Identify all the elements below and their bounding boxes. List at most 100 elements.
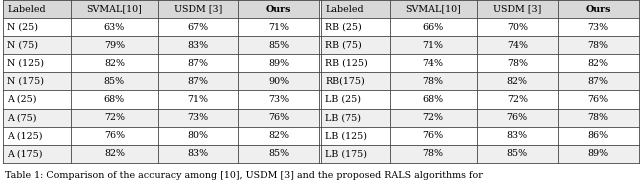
Bar [558, 127, 639, 145]
Bar [71, 127, 158, 145]
Text: LB (125): LB (125) [325, 131, 367, 140]
Bar [158, 91, 238, 109]
Bar [558, 91, 639, 109]
Bar [321, 127, 390, 145]
Bar [477, 72, 558, 91]
Bar [558, 0, 639, 18]
Text: N (75): N (75) [7, 41, 38, 50]
Bar [321, 18, 390, 36]
Text: 85%: 85% [268, 41, 289, 50]
Text: 85%: 85% [268, 149, 289, 158]
Text: 72%: 72% [507, 95, 528, 104]
Text: SVMAL[10]: SVMAL[10] [86, 5, 142, 14]
Text: 82%: 82% [268, 131, 289, 140]
Bar [238, 91, 319, 109]
Text: 76%: 76% [507, 113, 528, 122]
Text: 79%: 79% [104, 41, 125, 50]
Bar [390, 91, 477, 109]
Text: LB (175): LB (175) [325, 149, 367, 158]
Text: 67%: 67% [188, 23, 209, 32]
Bar [158, 0, 238, 18]
Text: 87%: 87% [188, 77, 209, 86]
Bar [71, 72, 158, 91]
Bar [390, 127, 477, 145]
Text: 78%: 78% [507, 59, 528, 68]
Bar [158, 109, 238, 127]
Text: 73%: 73% [188, 113, 209, 122]
Bar [3, 54, 71, 72]
Text: 83%: 83% [188, 41, 209, 50]
Bar [3, 72, 71, 91]
Text: 82%: 82% [588, 59, 609, 68]
Text: RB (25): RB (25) [325, 23, 362, 32]
Bar [238, 18, 319, 36]
Text: 74%: 74% [507, 41, 528, 50]
Text: 78%: 78% [422, 149, 444, 158]
Bar [321, 36, 390, 54]
Text: 83%: 83% [507, 131, 528, 140]
Text: 86%: 86% [588, 131, 609, 140]
Bar [390, 36, 477, 54]
Bar [238, 145, 319, 163]
Bar [390, 145, 477, 163]
Bar [321, 145, 390, 163]
Text: 73%: 73% [588, 23, 609, 32]
Bar [158, 145, 238, 163]
Text: A (25): A (25) [7, 95, 36, 104]
Bar [71, 54, 158, 72]
Text: 71%: 71% [188, 95, 209, 104]
Text: 82%: 82% [104, 149, 125, 158]
Bar [238, 127, 319, 145]
Text: N (125): N (125) [7, 59, 44, 68]
Bar [3, 127, 71, 145]
Bar [238, 36, 319, 54]
Text: 78%: 78% [588, 41, 609, 50]
Text: 89%: 89% [268, 59, 289, 68]
Bar [477, 127, 558, 145]
Bar [558, 54, 639, 72]
Bar [558, 36, 639, 54]
Bar [477, 145, 558, 163]
Text: 68%: 68% [104, 95, 125, 104]
Text: 72%: 72% [422, 113, 444, 122]
Bar [477, 109, 558, 127]
Text: N (175): N (175) [7, 77, 44, 86]
Text: 87%: 87% [588, 77, 609, 86]
Bar [71, 91, 158, 109]
Text: 76%: 76% [422, 131, 444, 140]
Bar [71, 0, 158, 18]
Text: 90%: 90% [268, 77, 289, 86]
Text: 82%: 82% [507, 77, 528, 86]
Bar [477, 54, 558, 72]
Bar [71, 109, 158, 127]
Text: 82%: 82% [104, 59, 125, 68]
Bar [390, 0, 477, 18]
Text: LB (75): LB (75) [325, 113, 361, 122]
Bar [321, 91, 390, 109]
Text: 80%: 80% [188, 131, 209, 140]
Bar [321, 72, 390, 91]
Bar [558, 18, 639, 36]
Text: A (175): A (175) [7, 149, 42, 158]
Text: 78%: 78% [588, 113, 609, 122]
Text: RB(175): RB(175) [325, 77, 365, 86]
Text: 83%: 83% [188, 149, 209, 158]
Text: Labeled: Labeled [7, 5, 45, 14]
Bar [158, 36, 238, 54]
Bar [3, 18, 71, 36]
Text: 78%: 78% [422, 77, 444, 86]
Text: A (75): A (75) [7, 113, 36, 122]
Bar [238, 109, 319, 127]
Text: LB (25): LB (25) [325, 95, 361, 104]
Bar [3, 36, 71, 54]
Text: RB (75): RB (75) [325, 41, 362, 50]
Text: 89%: 89% [588, 149, 609, 158]
Text: Ours: Ours [266, 5, 291, 14]
Bar [390, 54, 477, 72]
Bar [3, 0, 71, 18]
Bar [158, 127, 238, 145]
Text: 71%: 71% [422, 41, 444, 50]
Text: RB (125): RB (125) [325, 59, 368, 68]
Bar [321, 109, 390, 127]
Bar [3, 91, 71, 109]
